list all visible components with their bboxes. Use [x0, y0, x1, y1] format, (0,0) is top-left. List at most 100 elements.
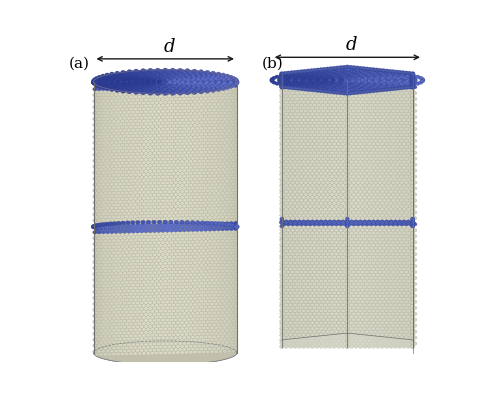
Circle shape	[120, 179, 124, 183]
Circle shape	[212, 162, 216, 166]
Circle shape	[308, 246, 312, 250]
Circle shape	[410, 196, 415, 199]
Circle shape	[410, 203, 415, 206]
Circle shape	[345, 321, 350, 324]
Circle shape	[118, 147, 122, 150]
Circle shape	[172, 196, 176, 199]
Circle shape	[200, 329, 203, 333]
Circle shape	[154, 292, 159, 295]
Circle shape	[112, 281, 116, 284]
Circle shape	[343, 127, 347, 131]
Circle shape	[210, 320, 214, 324]
Circle shape	[129, 340, 133, 344]
Circle shape	[350, 88, 354, 91]
Circle shape	[396, 234, 400, 238]
Circle shape	[156, 342, 161, 346]
Circle shape	[206, 165, 210, 168]
Circle shape	[129, 227, 133, 230]
Circle shape	[120, 280, 124, 284]
Circle shape	[210, 153, 214, 157]
Circle shape	[127, 236, 131, 239]
Circle shape	[398, 261, 402, 265]
Circle shape	[178, 300, 182, 304]
Circle shape	[188, 136, 193, 139]
Circle shape	[127, 301, 131, 305]
Circle shape	[360, 205, 364, 208]
Circle shape	[212, 263, 216, 267]
Circle shape	[312, 157, 316, 160]
Circle shape	[116, 287, 120, 290]
Circle shape	[343, 318, 347, 322]
Circle shape	[195, 264, 200, 267]
Circle shape	[382, 270, 386, 274]
Circle shape	[312, 97, 316, 101]
Circle shape	[92, 123, 97, 127]
Circle shape	[352, 252, 356, 256]
Circle shape	[204, 269, 208, 273]
Circle shape	[300, 82, 304, 85]
Circle shape	[204, 81, 209, 84]
Circle shape	[302, 221, 306, 225]
Circle shape	[374, 324, 378, 327]
Circle shape	[378, 205, 382, 208]
Circle shape	[282, 217, 286, 220]
Circle shape	[295, 241, 299, 244]
Circle shape	[222, 87, 227, 91]
Circle shape	[159, 196, 163, 199]
Circle shape	[302, 148, 306, 151]
Circle shape	[406, 184, 410, 187]
Circle shape	[176, 232, 180, 235]
Polygon shape	[130, 82, 132, 353]
Circle shape	[343, 74, 347, 77]
Circle shape	[367, 142, 372, 146]
Circle shape	[410, 151, 415, 155]
Circle shape	[120, 322, 124, 326]
Circle shape	[99, 293, 103, 297]
Circle shape	[328, 81, 332, 85]
Circle shape	[314, 202, 319, 205]
Circle shape	[345, 199, 350, 202]
Circle shape	[360, 241, 364, 244]
Circle shape	[402, 225, 406, 229]
Circle shape	[332, 136, 336, 140]
Circle shape	[410, 221, 415, 225]
Circle shape	[140, 92, 144, 96]
Circle shape	[154, 107, 159, 110]
Circle shape	[161, 265, 165, 268]
Circle shape	[184, 184, 188, 187]
Circle shape	[319, 221, 324, 225]
Circle shape	[92, 243, 97, 246]
Circle shape	[174, 121, 178, 125]
Circle shape	[343, 157, 347, 160]
Circle shape	[188, 130, 193, 133]
Circle shape	[225, 341, 229, 344]
Circle shape	[140, 206, 144, 209]
Circle shape	[127, 271, 131, 275]
Circle shape	[112, 323, 116, 326]
Circle shape	[184, 243, 188, 247]
Circle shape	[195, 216, 200, 219]
Circle shape	[218, 338, 222, 341]
Circle shape	[104, 179, 108, 183]
Circle shape	[122, 313, 127, 317]
Circle shape	[360, 187, 364, 190]
Circle shape	[95, 76, 99, 80]
Circle shape	[326, 330, 330, 333]
Circle shape	[396, 276, 400, 280]
Circle shape	[108, 156, 112, 159]
Circle shape	[410, 170, 415, 173]
Circle shape	[345, 173, 350, 177]
Circle shape	[410, 339, 415, 342]
Circle shape	[314, 249, 319, 253]
Circle shape	[345, 88, 350, 92]
Circle shape	[154, 89, 158, 92]
Circle shape	[358, 196, 362, 199]
Circle shape	[191, 115, 195, 118]
Circle shape	[328, 75, 332, 79]
Circle shape	[165, 139, 170, 143]
Circle shape	[410, 309, 415, 312]
Circle shape	[362, 83, 366, 86]
Circle shape	[288, 255, 292, 259]
Circle shape	[180, 166, 184, 169]
Circle shape	[382, 175, 386, 178]
